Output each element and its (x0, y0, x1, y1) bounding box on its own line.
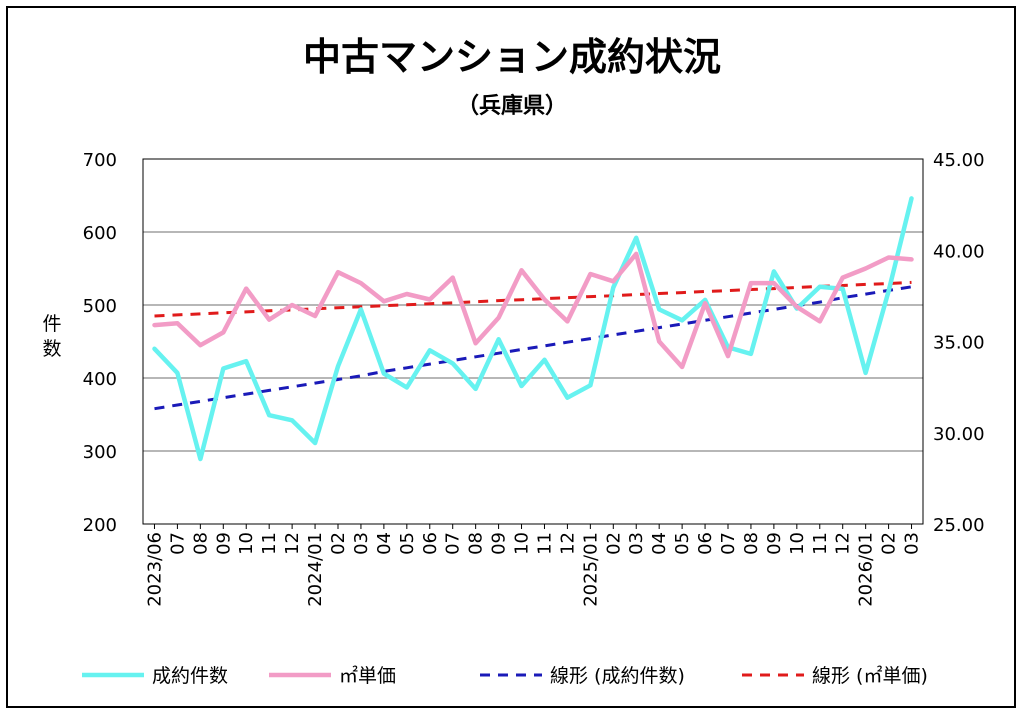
x-tick-label: 2026/01 (856, 532, 877, 607)
y-left-tick-label: 500 (83, 296, 117, 317)
y-right-tick-label: 30.00 (933, 424, 985, 445)
x-tick-label: 11 (534, 532, 555, 555)
legend-label-0: 成約件数 (152, 665, 228, 687)
legend-label-1: ㎡単価 (339, 664, 396, 687)
y-right-tick-label: 25.00 (933, 515, 985, 536)
x-tick-label: 2024/01 (305, 532, 326, 607)
x-tick-label: 04 (649, 532, 670, 555)
x-tick-label: 12 (557, 532, 578, 555)
x-tick-label: 10 (787, 532, 808, 555)
chart-subtitle: （兵庫県） (457, 93, 567, 119)
x-tick-label: 02 (603, 532, 624, 555)
x-tick-label: 09 (764, 532, 785, 555)
x-tick-label: 05 (397, 532, 418, 555)
x-tick-label: 03 (902, 532, 923, 555)
x-tick-label: 12 (282, 532, 303, 555)
x-tick-label: 03 (351, 532, 372, 555)
x-tick-label: 06 (695, 532, 716, 555)
x-tick-label: 2023/06 (144, 532, 165, 607)
x-tick-label: 07 (718, 532, 739, 555)
x-tick-label: 02 (328, 532, 349, 555)
x-tick-label: 05 (672, 532, 693, 555)
y-right-tick-label: 35.00 (933, 333, 985, 354)
legend-label-3: 線形 (㎡単価) (812, 664, 928, 687)
legend-label-2: 線形 (成約件数) (550, 665, 685, 687)
x-tick-label: 12 (833, 532, 854, 555)
x-tick-label: 08 (466, 532, 487, 555)
series-line-1 (152, 251, 914, 370)
x-tick-label: 09 (489, 532, 510, 555)
x-tick-label: 06 (420, 532, 441, 555)
y-right-tick-label: 45.00 (933, 150, 985, 171)
x-tick-label: 2025/01 (580, 532, 601, 607)
x-tick-label: 10 (512, 532, 533, 555)
y-axis-right-ticks: 45.00 40.00 35.00 30.00 25.00 (933, 150, 985, 536)
y-axis-title: 件数 (42, 313, 61, 360)
y-axis-label: 件数 (42, 313, 61, 360)
y-right-tick-label: 40.00 (933, 241, 985, 262)
x-tick-label: 03 (626, 532, 647, 555)
x-tick-label: 08 (190, 532, 211, 555)
plot-area-border (142, 158, 924, 525)
series-line-0 (152, 196, 914, 462)
x-tick-label: 07 (443, 532, 464, 555)
chart-frame (6, 6, 1016, 708)
series-line-2 (154, 285, 912, 411)
trend-lines (154, 280, 912, 411)
x-tick-label: 10 (236, 532, 257, 555)
x-tick-label: 08 (741, 532, 762, 555)
x-tick-label: 11 (810, 532, 831, 555)
x-tick-label: 07 (167, 532, 188, 555)
grid-lines (143, 231, 923, 452)
chart-title: 中古マンション成約状況 (303, 35, 721, 79)
y-left-tick-label: 200 (83, 515, 117, 536)
y-axis-left-ticks: 700 600 500 400 300 200 (83, 150, 117, 536)
x-tick-label: 11 (259, 532, 280, 555)
x-axis-ticks: 2023/06 07 08 09 10 11 12 2024/01 02 03 04 05 06 07 08… (144, 524, 923, 607)
x-tick-label: 02 (879, 532, 900, 555)
y-left-tick-label: 700 (83, 150, 117, 171)
x-tick-label: 09 (213, 532, 234, 555)
x-tick-label: 04 (374, 532, 395, 555)
legend: 成約件数 ㎡単価 線形 (成約件数) 線形 (㎡単価) (82, 664, 928, 687)
y-left-tick-label: 600 (83, 223, 117, 244)
series-lines (152, 196, 914, 462)
y-left-tick-label: 300 (83, 442, 117, 463)
y-left-tick-label: 400 (83, 369, 117, 390)
